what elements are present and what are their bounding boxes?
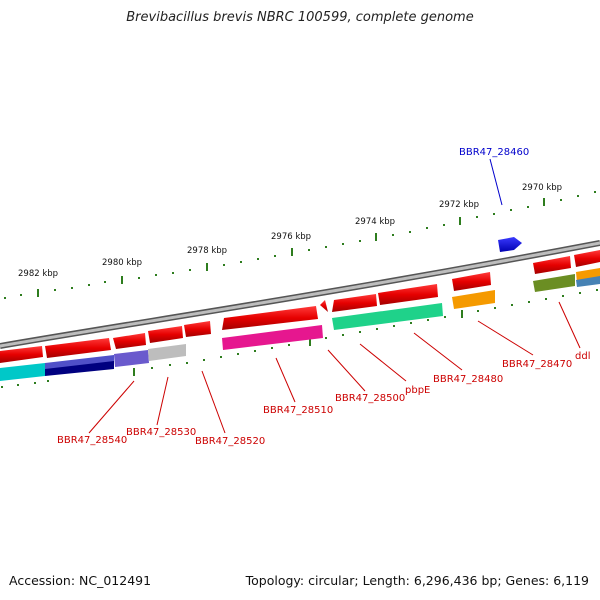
leader-bbr47-28470 (477, 320, 534, 356)
category-bar-olive[interactable] (533, 274, 575, 292)
label-bbr47-28510[interactable]: BBR47_28510 (263, 405, 333, 416)
label-bbr47-28480[interactable]: BBR47_28480 (433, 374, 503, 385)
gene-bbr47-28480[interactable] (452, 272, 491, 291)
gene-arrow-113[interactable] (113, 333, 146, 349)
gene-track (0, 237, 600, 363)
tick-marks-outer (4, 191, 596, 299)
category-bar-cyan[interactable] (0, 363, 45, 381)
category-bar-orange[interactable] (452, 290, 495, 309)
category-bar-green[interactable] (332, 303, 443, 330)
category-bar-slate[interactable] (114, 350, 149, 367)
label-pbpe[interactable]: pbpE (405, 385, 430, 396)
label-bbr47-28530[interactable]: BBR47_28530 (126, 427, 196, 438)
gene-bbr47-28470[interactable] (533, 256, 571, 274)
tick-marks-inner (1, 289, 598, 388)
map-title: Brevibacillus brevis NBRC 100599, comple… (126, 10, 474, 25)
label-ddl[interactable]: ddl (575, 351, 590, 362)
tick-labels: 2982 kbp 2980 kbp 2978 kbp 2976 kbp 2974… (18, 183, 562, 279)
gene-pbpe[interactable] (378, 284, 438, 305)
category-track (0, 268, 600, 381)
gene-bbr47-28530-area[interactable] (45, 338, 111, 358)
tick-label-2974: 2974 kbp (355, 217, 395, 227)
leader-bbr47-28540 (88, 380, 135, 434)
leader-bbr47-28530 (156, 376, 169, 426)
tick-label-2980: 2980 kbp (102, 258, 142, 268)
leader-bbr47-28520 (201, 370, 226, 434)
tick-label-2970: 2970 kbp (522, 183, 562, 193)
tick-label-2978: 2978 kbp (187, 246, 227, 256)
gene-arrow-183[interactable] (184, 321, 211, 337)
label-bbr47-28540[interactable]: BBR47_28540 (57, 435, 127, 446)
genome-summary-text: Topology: circular; Length: 6,296,436 bp… (245, 573, 589, 588)
gene-bbr47-28460[interactable] (498, 237, 522, 252)
label-bbr47-28460[interactable]: BBR47_28460 (459, 147, 529, 158)
gene-ddl[interactable] (574, 250, 600, 267)
leader-pbpe (359, 343, 407, 382)
tick-label-2972: 2972 kbp (439, 200, 479, 210)
label-bbr47-28470[interactable]: BBR47_28470 (502, 359, 572, 370)
gene-bbr47-28510[interactable] (222, 306, 318, 330)
tick-label-2976: 2976 kbp (271, 232, 311, 242)
leader-ddl (558, 301, 581, 349)
leader-bbr47-28480 (413, 332, 463, 371)
tick-label-2982: 2982 kbp (18, 269, 58, 279)
category-bar-magenta[interactable] (222, 325, 323, 350)
category-bar-gray[interactable] (148, 344, 186, 361)
accession-text: Accession: NC_012491 (9, 573, 152, 588)
label-bbr47-28500[interactable]: BBR47_28500 (335, 393, 405, 404)
leader-bbr47-28510 (275, 357, 296, 403)
gene-arrow-146[interactable] (148, 326, 183, 343)
label-bbr47-28520[interactable]: BBR47_28520 (195, 436, 265, 447)
category-bar-steel[interactable] (576, 276, 600, 287)
leader-bbr47-28460 (489, 158, 503, 206)
gene-bbr47-28500-small[interactable] (320, 300, 328, 312)
gene-bbr47-28500[interactable] (332, 294, 377, 312)
leader-bbr47-28500 (327, 349, 366, 392)
gene-bbr47-28540[interactable] (0, 346, 43, 363)
genome-backbone-highlight (0, 241, 600, 348)
gene-labels: BBR47_28460 BBR47_28470 ddl BBR47_28480 … (57, 147, 590, 447)
category-bar-navy-dark[interactable] (45, 361, 114, 376)
label-leaders (88, 158, 581, 434)
